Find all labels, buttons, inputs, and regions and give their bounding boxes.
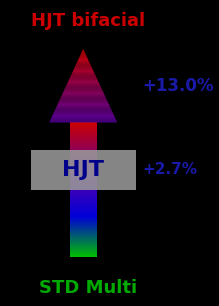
Polygon shape: [53, 114, 114, 115]
Polygon shape: [67, 83, 99, 84]
Polygon shape: [62, 93, 104, 94]
Bar: [31, 150, 136, 190]
Polygon shape: [56, 108, 111, 109]
Polygon shape: [72, 72, 94, 73]
Polygon shape: [76, 63, 90, 64]
Polygon shape: [65, 88, 102, 89]
Polygon shape: [74, 67, 92, 68]
Polygon shape: [81, 52, 85, 53]
Polygon shape: [58, 102, 108, 103]
Polygon shape: [59, 100, 107, 101]
Text: HJT bifacial: HJT bifacial: [30, 13, 145, 30]
Polygon shape: [82, 51, 85, 52]
Polygon shape: [68, 80, 98, 81]
Polygon shape: [52, 116, 115, 117]
Polygon shape: [79, 58, 88, 59]
Polygon shape: [79, 56, 87, 57]
Polygon shape: [58, 103, 109, 104]
Polygon shape: [59, 99, 107, 100]
Text: +2.7%: +2.7%: [142, 162, 197, 177]
Polygon shape: [62, 95, 105, 96]
Polygon shape: [53, 113, 113, 114]
Polygon shape: [66, 85, 100, 86]
Polygon shape: [71, 75, 95, 76]
Polygon shape: [69, 78, 97, 79]
Polygon shape: [54, 110, 112, 111]
Text: +13.0%: +13.0%: [142, 77, 214, 95]
Polygon shape: [80, 54, 86, 55]
Polygon shape: [56, 107, 110, 108]
Polygon shape: [75, 66, 92, 67]
Polygon shape: [76, 64, 90, 65]
Text: HJT: HJT: [62, 160, 104, 180]
Polygon shape: [82, 50, 84, 51]
Polygon shape: [57, 104, 109, 105]
Polygon shape: [79, 57, 87, 58]
Polygon shape: [59, 101, 108, 102]
Polygon shape: [61, 97, 106, 98]
Polygon shape: [78, 60, 89, 61]
Polygon shape: [51, 118, 115, 119]
Polygon shape: [64, 90, 103, 91]
Polygon shape: [77, 62, 90, 63]
Polygon shape: [72, 73, 95, 74]
Polygon shape: [54, 111, 113, 112]
Polygon shape: [53, 112, 113, 113]
Polygon shape: [78, 59, 88, 60]
Polygon shape: [81, 53, 85, 54]
Polygon shape: [66, 86, 101, 87]
Polygon shape: [74, 68, 93, 69]
Polygon shape: [71, 74, 95, 75]
Polygon shape: [52, 115, 114, 116]
Polygon shape: [64, 89, 102, 90]
Text: STD Multi: STD Multi: [39, 279, 137, 297]
Polygon shape: [51, 117, 115, 118]
Polygon shape: [60, 98, 106, 99]
Polygon shape: [67, 84, 100, 85]
Polygon shape: [63, 92, 104, 93]
Polygon shape: [80, 55, 87, 56]
Polygon shape: [61, 96, 105, 97]
Polygon shape: [68, 81, 99, 82]
Polygon shape: [57, 106, 110, 107]
Polygon shape: [69, 79, 98, 80]
Polygon shape: [75, 65, 91, 66]
Polygon shape: [73, 71, 94, 72]
Polygon shape: [50, 120, 116, 121]
Polygon shape: [49, 121, 117, 122]
Polygon shape: [70, 76, 96, 77]
Polygon shape: [67, 82, 99, 83]
Polygon shape: [77, 61, 89, 62]
Polygon shape: [55, 109, 111, 110]
Polygon shape: [51, 119, 116, 120]
Polygon shape: [57, 105, 110, 106]
Polygon shape: [73, 69, 93, 70]
Polygon shape: [65, 87, 101, 88]
Polygon shape: [70, 77, 97, 78]
Polygon shape: [63, 91, 103, 92]
Polygon shape: [73, 70, 93, 71]
Polygon shape: [83, 49, 84, 50]
Polygon shape: [62, 94, 104, 95]
